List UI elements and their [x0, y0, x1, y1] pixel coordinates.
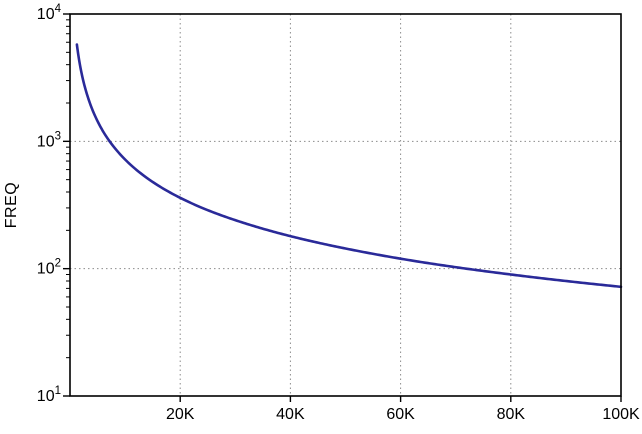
curve-path [75, 43, 623, 289]
y-tick-labels: 101 102 103 104 [37, 3, 62, 405]
axis-ticks [63, 13, 622, 402]
x-tick-label: 60K [386, 406, 415, 423]
y-tick-label: 104 [37, 3, 62, 23]
y-axis-title: FREQ [3, 182, 20, 228]
y-tick-label: 102 [37, 258, 61, 278]
data-series [75, 43, 623, 289]
x-tick-label: 20K [166, 406, 195, 423]
plot-frame [69, 13, 622, 397]
x-tick-label: 80K [497, 406, 526, 423]
gridlines [70, 14, 621, 396]
axes-frame [69, 13, 622, 397]
y-tick-label: 103 [37, 130, 61, 150]
y-tick-label: 101 [37, 385, 61, 405]
x-tick-labels: 20K 40K 60K 80K 100K [166, 406, 640, 423]
x-tick-label: 100K [602, 406, 640, 423]
x-tick-label: 40K [276, 406, 305, 423]
